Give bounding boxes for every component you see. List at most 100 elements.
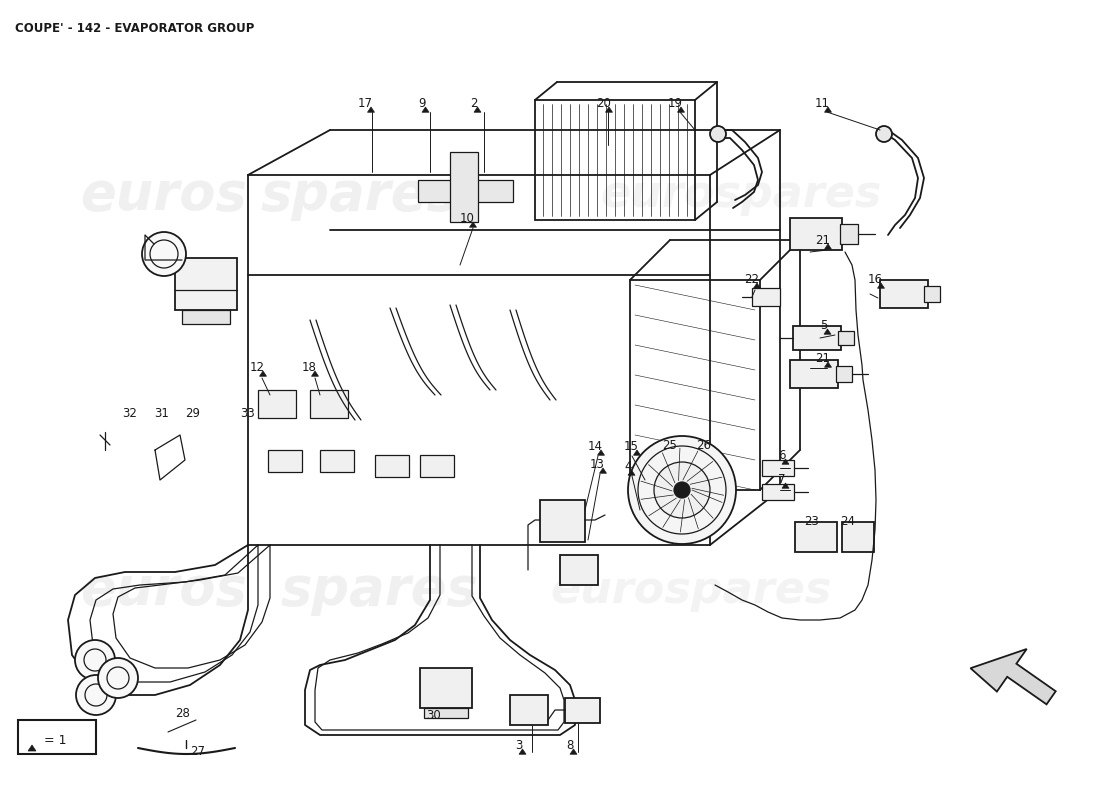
Text: eurospares: eurospares <box>600 174 881 217</box>
Text: 33: 33 <box>240 407 255 420</box>
Text: 28: 28 <box>175 707 190 720</box>
Text: 15: 15 <box>624 440 639 453</box>
Polygon shape <box>260 371 266 376</box>
Bar <box>795 522 837 552</box>
Bar <box>752 288 780 306</box>
Polygon shape <box>782 459 789 464</box>
Circle shape <box>710 126 726 142</box>
Polygon shape <box>824 329 830 334</box>
Text: 25: 25 <box>662 439 676 452</box>
Bar <box>838 331 854 345</box>
Polygon shape <box>570 749 578 754</box>
Bar <box>182 310 230 324</box>
Bar <box>424 708 468 718</box>
Bar <box>420 455 454 477</box>
Bar <box>790 218 842 250</box>
Bar <box>840 224 858 244</box>
Text: euros: euros <box>80 169 246 221</box>
Text: 17: 17 <box>358 97 373 110</box>
Bar <box>175 258 236 310</box>
Circle shape <box>142 232 186 276</box>
Text: 16: 16 <box>868 273 883 286</box>
Text: 18: 18 <box>302 361 317 374</box>
Polygon shape <box>678 107 684 112</box>
Bar <box>793 326 842 350</box>
Text: 30: 30 <box>426 709 441 722</box>
Polygon shape <box>970 649 1056 704</box>
Bar <box>258 390 296 418</box>
Circle shape <box>674 482 690 498</box>
Text: 4: 4 <box>624 460 631 473</box>
Bar <box>540 500 585 542</box>
Bar <box>790 360 838 388</box>
Polygon shape <box>597 450 605 455</box>
Bar <box>842 522 874 552</box>
Polygon shape <box>634 450 640 455</box>
Bar <box>320 450 354 472</box>
Bar <box>836 366 852 382</box>
Polygon shape <box>605 107 613 112</box>
Bar <box>762 460 794 476</box>
Bar <box>880 280 928 308</box>
Polygon shape <box>825 362 832 367</box>
Polygon shape <box>474 107 481 112</box>
Text: 14: 14 <box>588 440 603 453</box>
Bar <box>268 450 302 472</box>
Text: spares: spares <box>260 169 458 221</box>
Text: 31: 31 <box>154 407 169 420</box>
Polygon shape <box>311 371 319 376</box>
Circle shape <box>654 462 710 518</box>
Polygon shape <box>600 468 606 474</box>
Bar <box>18 720 96 754</box>
Text: 5: 5 <box>820 319 827 332</box>
Text: 8: 8 <box>566 739 573 752</box>
Text: 6: 6 <box>778 449 785 462</box>
Bar <box>450 152 478 222</box>
Polygon shape <box>367 107 374 112</box>
Text: 24: 24 <box>840 515 855 528</box>
Polygon shape <box>825 244 832 250</box>
Bar <box>762 484 794 500</box>
Polygon shape <box>470 222 476 227</box>
Circle shape <box>98 658 138 698</box>
Text: 26: 26 <box>696 439 711 452</box>
Bar <box>418 180 513 202</box>
Text: 19: 19 <box>668 97 683 110</box>
Text: 23: 23 <box>804 515 818 528</box>
Text: 9: 9 <box>418 97 426 110</box>
Bar <box>535 100 695 220</box>
Bar <box>310 390 348 418</box>
Text: 27: 27 <box>190 745 205 758</box>
Text: 11: 11 <box>815 97 830 110</box>
Text: 32: 32 <box>122 407 136 420</box>
Bar <box>565 698 600 723</box>
Bar <box>375 455 409 477</box>
Circle shape <box>76 675 116 715</box>
Polygon shape <box>28 745 36 751</box>
Text: spares: spares <box>280 564 477 616</box>
Circle shape <box>150 240 178 268</box>
Polygon shape <box>754 283 760 288</box>
Polygon shape <box>782 483 789 488</box>
Bar <box>560 555 598 585</box>
Polygon shape <box>628 470 635 475</box>
Text: 21: 21 <box>815 352 830 365</box>
Text: 12: 12 <box>250 361 265 374</box>
Polygon shape <box>422 107 429 112</box>
Text: 20: 20 <box>596 97 611 110</box>
Circle shape <box>628 436 736 544</box>
Text: 21: 21 <box>815 234 830 247</box>
Bar <box>630 280 760 490</box>
Text: 10: 10 <box>460 212 475 225</box>
Polygon shape <box>519 749 526 754</box>
Text: = 1: = 1 <box>44 734 66 747</box>
Text: euros: euros <box>80 564 246 616</box>
Text: 13: 13 <box>590 458 605 471</box>
Text: eurospares: eurospares <box>550 569 832 611</box>
Circle shape <box>876 126 892 142</box>
Polygon shape <box>878 283 884 288</box>
Text: COUPE' - 142 - EVAPORATOR GROUP: COUPE' - 142 - EVAPORATOR GROUP <box>15 22 254 35</box>
Bar <box>420 668 472 708</box>
Circle shape <box>75 640 116 680</box>
Text: 29: 29 <box>185 407 200 420</box>
